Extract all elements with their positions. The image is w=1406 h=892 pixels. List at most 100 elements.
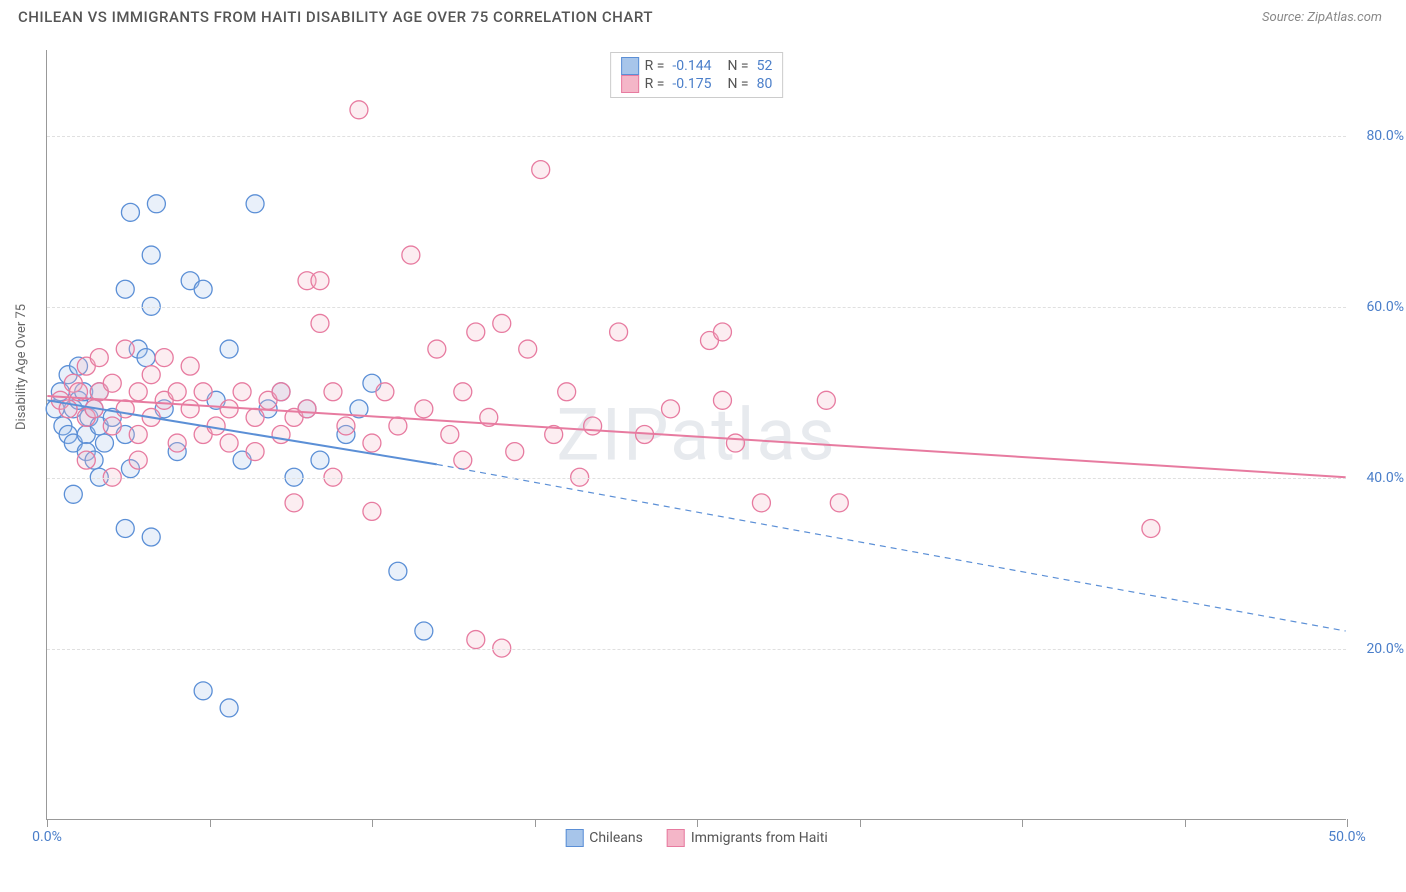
legend-n-value: 80 (757, 76, 773, 92)
data-point (324, 383, 342, 401)
x-tick-mark (1022, 819, 1023, 827)
data-point (428, 340, 446, 358)
data-point (272, 383, 290, 401)
data-point (90, 349, 108, 367)
data-point (137, 349, 155, 367)
legend-row: R =-0.175N =80 (621, 75, 773, 93)
data-point (402, 246, 420, 264)
x-tick-mark (372, 819, 373, 827)
data-point (168, 383, 186, 401)
legend-item: Immigrants from Haiti (667, 829, 828, 847)
data-point (519, 340, 537, 358)
data-point (311, 314, 329, 332)
data-point (220, 340, 238, 358)
y-tick-label: 20.0% (1366, 641, 1404, 657)
data-point (415, 622, 433, 640)
y-tick-label: 60.0% (1366, 299, 1404, 315)
legend-r-label: R = (645, 76, 665, 92)
data-point (1142, 520, 1160, 538)
data-point (220, 699, 238, 717)
data-point (454, 451, 472, 469)
x-tick-mark (535, 819, 536, 827)
data-point (454, 383, 472, 401)
data-point (415, 400, 433, 418)
data-point (116, 520, 134, 538)
data-point (194, 383, 212, 401)
gridline (47, 136, 1346, 137)
legend-item: Chileans (565, 829, 643, 847)
data-point (233, 383, 251, 401)
data-point (830, 494, 848, 512)
data-point (285, 494, 303, 512)
data-point (129, 383, 147, 401)
data-point (311, 451, 329, 469)
legend-n-value: 52 (757, 58, 773, 74)
data-point (610, 323, 628, 341)
data-point (506, 443, 524, 461)
data-point (142, 528, 160, 546)
legend-r-label: R = (645, 58, 665, 74)
y-tick-label: 80.0% (1366, 128, 1404, 144)
data-point (64, 485, 82, 503)
data-point (129, 451, 147, 469)
data-point (726, 434, 744, 452)
gridline (47, 649, 1346, 650)
data-point (584, 417, 602, 435)
data-point (116, 280, 134, 298)
data-point (103, 374, 121, 392)
data-point (194, 280, 212, 298)
x-tick-label: 50.0% (1328, 829, 1366, 845)
chart-svg (47, 50, 1346, 819)
data-point (493, 314, 511, 332)
data-point (181, 357, 199, 375)
y-axis-label: Disability Age Over 75 (14, 304, 29, 430)
data-point (168, 434, 186, 452)
legend-n-label: N = (727, 76, 748, 92)
source-label: Source: ZipAtlas.com (1262, 10, 1382, 25)
data-point (558, 383, 576, 401)
stats-legend: R =-0.144N =52R =-0.175N =80 (610, 52, 784, 98)
x-tick-label: 0.0% (32, 829, 62, 845)
data-point (181, 400, 199, 418)
x-tick-mark (47, 819, 48, 827)
data-point (532, 161, 550, 179)
data-point (389, 562, 407, 580)
data-point (207, 417, 225, 435)
plot-area: ZIPatlas R =-0.144N =52R =-0.175N =80 Ch… (46, 50, 1346, 820)
data-point (194, 682, 212, 700)
x-tick-mark (860, 819, 861, 827)
x-tick-mark (697, 819, 698, 827)
data-point (246, 195, 264, 213)
data-point (662, 400, 680, 418)
legend-swatch (565, 829, 583, 847)
data-point (298, 400, 316, 418)
legend-n-label: N = (727, 58, 748, 74)
data-point (220, 400, 238, 418)
data-point (389, 417, 407, 435)
data-point (363, 502, 381, 520)
legend-r-value: -0.144 (672, 58, 711, 74)
data-point (116, 340, 134, 358)
data-point (246, 443, 264, 461)
data-point (337, 417, 355, 435)
gridline (47, 307, 1346, 308)
legend-row: R = -0.144 N = 52 (621, 57, 773, 75)
x-tick-mark (210, 819, 211, 827)
y-tick-label: 40.0% (1366, 470, 1404, 486)
x-tick-mark (1347, 819, 1348, 827)
data-point (246, 408, 264, 426)
data-point (713, 323, 731, 341)
legend-swatch (621, 57, 639, 75)
legend-label: Chileans (589, 830, 643, 846)
data-point (350, 101, 368, 119)
data-point (467, 323, 485, 341)
data-point (752, 494, 770, 512)
trend-line-dashed (437, 464, 1346, 631)
data-point (147, 195, 165, 213)
data-point (817, 391, 835, 409)
data-point (363, 434, 381, 452)
series-legend: Chileans Immigrants from Haiti (565, 829, 828, 847)
data-point (713, 391, 731, 409)
data-point (467, 631, 485, 649)
data-point (155, 349, 173, 367)
